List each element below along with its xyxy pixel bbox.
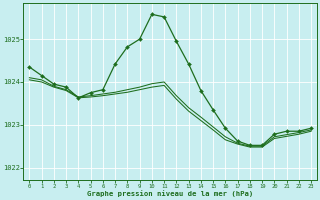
X-axis label: Graphe pression niveau de la mer (hPa): Graphe pression niveau de la mer (hPa) <box>87 190 253 197</box>
